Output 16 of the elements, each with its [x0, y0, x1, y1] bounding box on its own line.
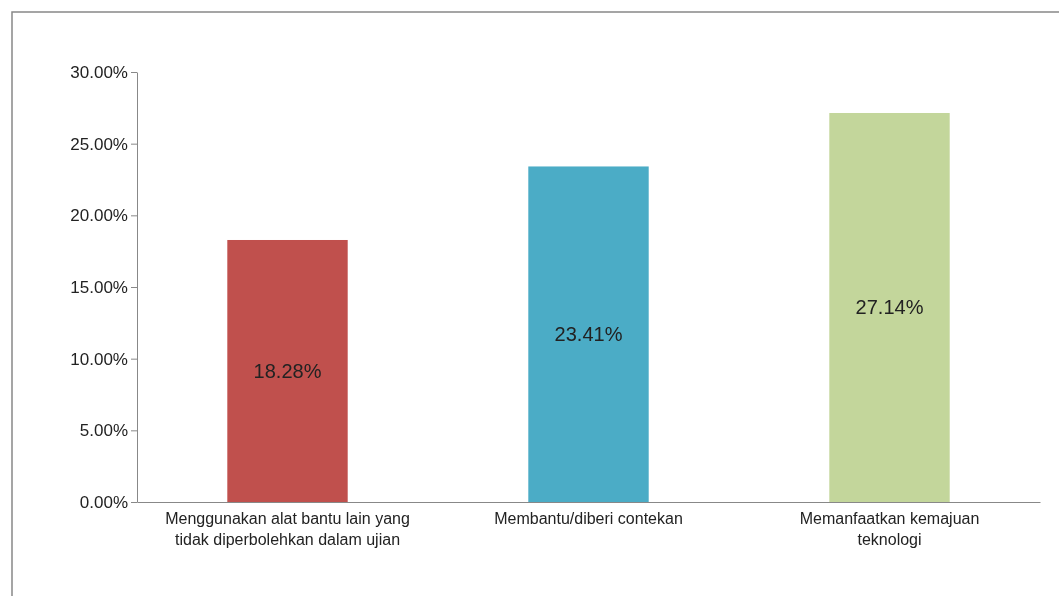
- bar: [227, 239, 348, 502]
- bar: [528, 166, 649, 502]
- y-tick-label: 10.00%: [70, 349, 128, 369]
- y-tick-label: 25.00%: [70, 134, 128, 154]
- y-tick-label: 0.00%: [79, 492, 128, 512]
- data-label: 27.14%: [855, 296, 924, 319]
- y-tick-label: 5.00%: [79, 421, 128, 441]
- x-tick-label: Membantu/diberi contekan: [494, 510, 683, 528]
- y-tick-label: 30.00%: [70, 62, 128, 82]
- bar: [829, 112, 950, 502]
- data-label: 18.28%: [253, 359, 322, 382]
- y-tick-label: 15.00%: [70, 277, 128, 297]
- x-tick-label: Memanfaatkan kemajuan teknologi: [799, 510, 980, 548]
- y-tick-label: 20.00%: [70, 206, 128, 226]
- x-tick-label: Menggunakan alat bantu lain yang tidak diperbolehkan dalam ujian: [165, 510, 410, 548]
- data-label: 23.41%: [554, 323, 623, 346]
